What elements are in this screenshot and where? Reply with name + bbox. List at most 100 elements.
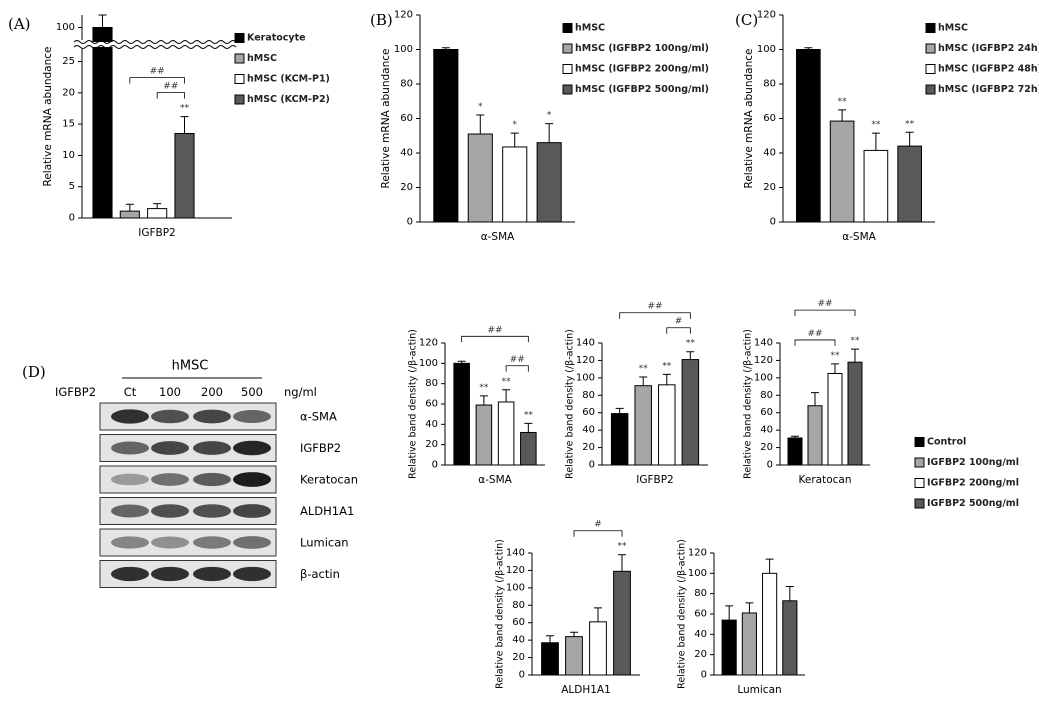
blot-band xyxy=(193,504,231,518)
y-tick-label: 40 xyxy=(425,419,438,430)
significance-marker: ** xyxy=(479,383,489,393)
legend-label: IGFBP2 200ng/ml xyxy=(927,478,1019,489)
blot-band xyxy=(151,504,189,518)
bar xyxy=(658,384,676,466)
y-tick-label: 0 xyxy=(767,460,773,471)
error-bar xyxy=(745,602,754,613)
bar xyxy=(453,362,470,466)
error-bar xyxy=(545,123,554,143)
y-tick-label: 0 xyxy=(432,460,438,471)
bar xyxy=(92,27,113,219)
y-tick-label: 100 xyxy=(394,44,413,55)
y-tick-label: 20 xyxy=(62,87,75,98)
blot-band xyxy=(233,410,271,423)
y-tick-label: 100 xyxy=(506,582,525,593)
y-tick-label: 0 xyxy=(701,670,707,681)
x-tick-label: α-SMA xyxy=(842,231,876,243)
bar xyxy=(475,404,493,466)
blot-band xyxy=(193,472,231,487)
blot-band xyxy=(111,566,149,582)
error-bar xyxy=(502,389,511,402)
bar xyxy=(807,405,823,466)
error-bar xyxy=(594,607,602,622)
legend-label: hMSC (IGFBP2 500ng/ml) xyxy=(575,84,709,95)
legend-swatch xyxy=(234,74,245,84)
error-bar xyxy=(811,392,819,406)
error-bar xyxy=(838,109,847,122)
legend-swatch xyxy=(914,457,925,468)
lane-label: Ct xyxy=(124,385,137,399)
y-tick-label: 100 xyxy=(688,568,707,579)
y-tick-label: 60 xyxy=(582,407,595,418)
bar xyxy=(174,133,195,219)
blot-band xyxy=(111,536,149,549)
blot-band xyxy=(111,409,149,424)
error-bar xyxy=(725,605,734,621)
bar xyxy=(741,612,757,676)
y-tick-label: 120 xyxy=(688,548,707,559)
error-bar xyxy=(905,131,914,147)
bar xyxy=(787,437,803,466)
bar xyxy=(796,49,821,223)
y-tick-label: 40 xyxy=(400,148,413,159)
blot-band xyxy=(233,472,271,487)
blot-band xyxy=(193,566,231,582)
lane-label: 500 xyxy=(241,385,263,399)
bar xyxy=(721,619,737,676)
bar xyxy=(897,145,922,223)
y-tick-label: 60 xyxy=(760,407,773,418)
legend-swatch xyxy=(925,43,936,54)
bracket xyxy=(666,327,691,334)
error-bar xyxy=(510,132,519,147)
y-tick-label: 100 xyxy=(56,22,75,33)
bracket-label: ## xyxy=(817,299,832,309)
legend-swatch xyxy=(925,64,936,74)
bar xyxy=(502,146,528,223)
blot-band xyxy=(193,441,231,455)
y-tick-label: 60 xyxy=(763,113,776,124)
bar xyxy=(520,431,537,466)
y-tick-label: 140 xyxy=(506,548,525,559)
bracket-label: ## xyxy=(150,67,165,77)
legend-swatch xyxy=(562,43,573,54)
y-tick-label: 20 xyxy=(582,442,595,453)
blot-band xyxy=(193,536,231,549)
bracket xyxy=(129,77,185,84)
bar xyxy=(762,572,778,676)
y-axis-label: Relative band density (/β-actin) xyxy=(408,329,419,479)
y-tick-label: 20 xyxy=(763,182,776,193)
error-bar xyxy=(125,203,134,212)
y-tick-label: 100 xyxy=(419,358,438,369)
x-tick-label: ALDH1A1 xyxy=(561,684,611,696)
y-tick-label: 80 xyxy=(425,378,438,389)
y-tick-label: 120 xyxy=(754,355,773,366)
bracket-label: ## xyxy=(510,355,525,365)
error-bar xyxy=(570,631,578,637)
legend-swatch xyxy=(914,437,925,447)
axis-break xyxy=(73,40,237,44)
legend-swatch xyxy=(562,64,573,74)
panel-label: (A) xyxy=(8,15,31,33)
y-tick-label: 60 xyxy=(400,113,413,124)
y-tick-label: 25 xyxy=(62,56,75,67)
y-axis-label: Relative mRNA abundance xyxy=(380,49,392,189)
band-label: β-actin xyxy=(300,567,340,581)
legend-swatch xyxy=(234,53,245,64)
legend-label: hMSC xyxy=(575,23,605,34)
significance-marker: ** xyxy=(639,364,649,374)
y-tick-label: 80 xyxy=(760,390,773,401)
x-tick-label: Keratocan xyxy=(799,474,852,486)
y-tick-label: 140 xyxy=(754,338,773,349)
bar xyxy=(467,133,493,223)
significance-marker: ** xyxy=(180,104,190,114)
bar xyxy=(536,142,562,223)
blot-band xyxy=(233,440,271,456)
blot-band xyxy=(151,473,189,486)
band-label: α-SMA xyxy=(300,410,337,424)
y-tick-label: 120 xyxy=(394,10,413,21)
legend-label: hMSC xyxy=(247,53,277,64)
y-axis-label: Relative band density (/β-actin) xyxy=(743,329,754,479)
blot-band xyxy=(111,441,149,455)
blot-band xyxy=(233,536,271,549)
